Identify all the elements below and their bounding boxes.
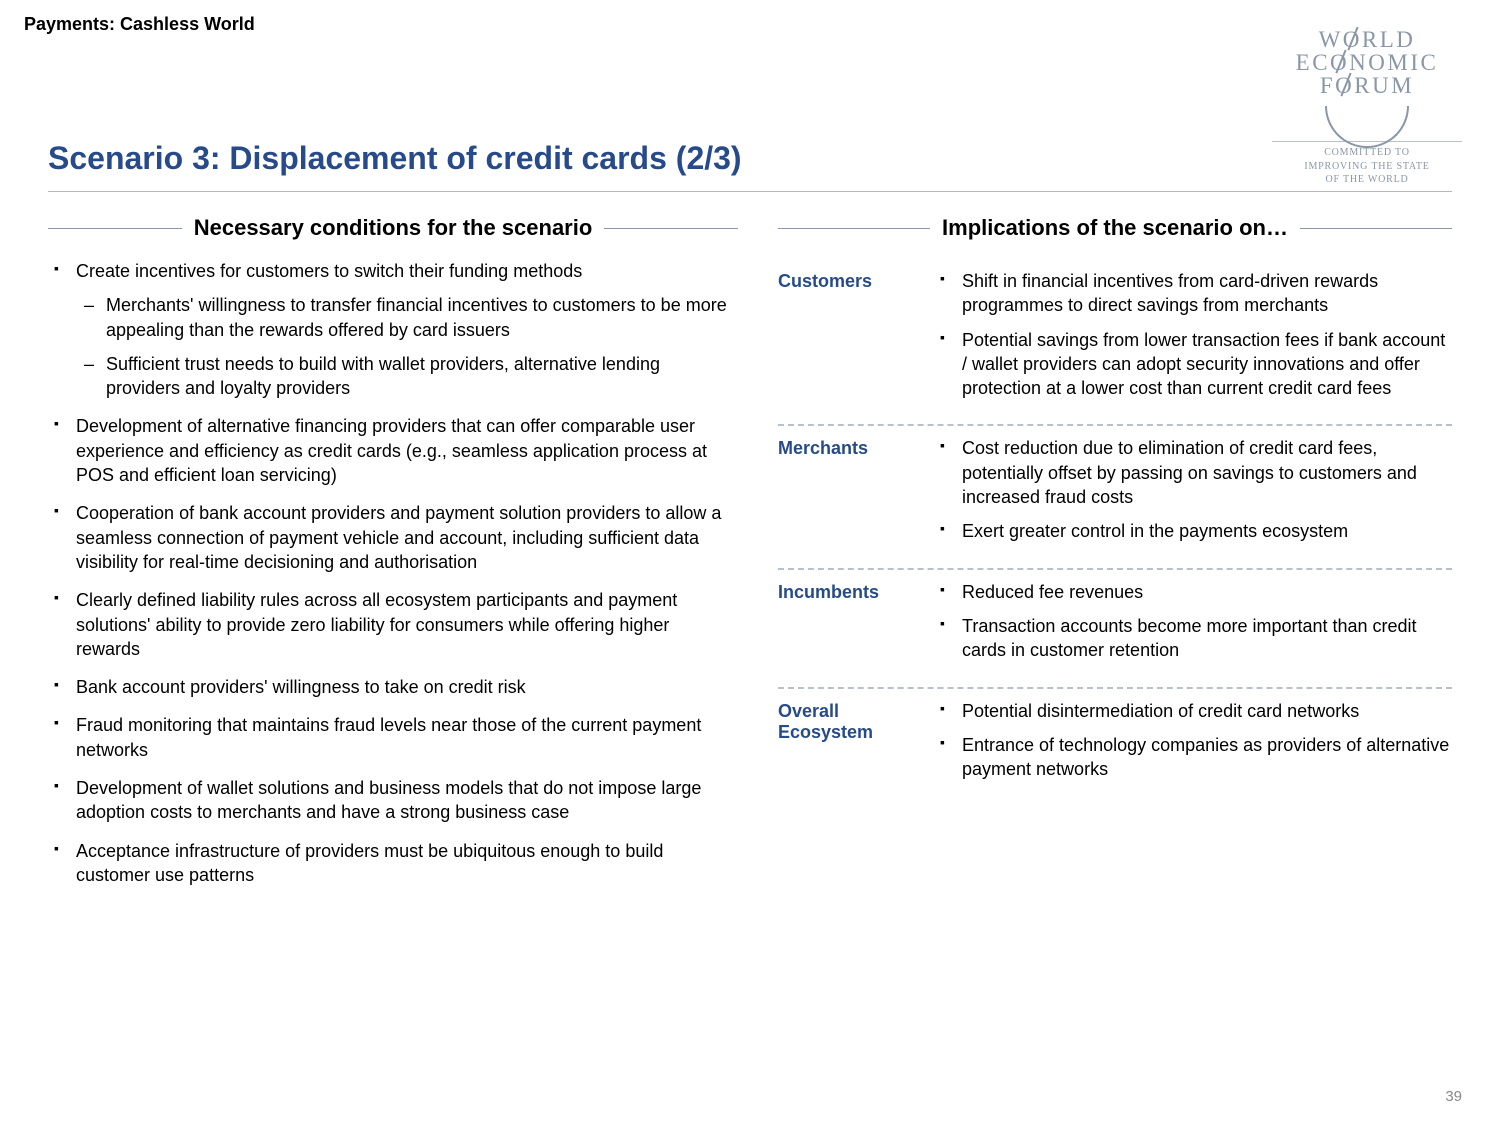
header-rule-right — [1300, 228, 1452, 229]
group-body: Reduced fee revenues Transaction account… — [934, 580, 1452, 673]
header-rule-left — [778, 228, 930, 229]
group-label: Overall Ecosystem — [778, 699, 918, 792]
logo-text: WORLD ECONOMIC FORUM — [1262, 28, 1472, 97]
list-item: Cooperation of bank account providers an… — [48, 501, 738, 574]
conditions-list: Create incentives for customers to switc… — [48, 259, 738, 887]
group-body: Shift in financial incentives from card-… — [934, 269, 1452, 410]
list-item: Cost reduction due to elimination of cre… — [934, 436, 1452, 509]
right-column: Implications of the scenario on… Custome… — [778, 215, 1452, 901]
list-item: Reduced fee revenues — [934, 580, 1452, 604]
group-body: Potential disintermediation of credit ca… — [934, 699, 1452, 792]
group-list: Potential disintermediation of credit ca… — [934, 699, 1452, 782]
implication-group-incumbents: Incumbents Reduced fee revenues Transact… — [778, 568, 1452, 687]
list-item: Exert greater control in the payments ec… — [934, 519, 1452, 543]
group-label: Merchants — [778, 436, 918, 553]
group-label: Customers — [778, 269, 918, 410]
sub-list: Merchants' willingness to transfer finan… — [76, 293, 738, 400]
sub-item: Merchants' willingness to transfer finan… — [76, 293, 738, 342]
header-rule-left — [48, 228, 182, 229]
slide-title: Scenario 3: Displacement of credit cards… — [48, 140, 1452, 191]
logo-line-3: FORUM — [1320, 74, 1414, 97]
header-strip: Payments: Cashless World — [24, 14, 255, 35]
implication-group-customers: Customers Shift in financial incentives … — [778, 259, 1452, 424]
sub-item: Sufficient trust needs to build with wal… — [76, 352, 738, 401]
logo-line-2: ECONOMIC — [1262, 51, 1472, 74]
list-item: Fraud monitoring that maintains fraud le… — [48, 713, 738, 762]
slide-title-area: Scenario 3: Displacement of credit cards… — [48, 140, 1452, 192]
left-header-text: Necessary conditions for the scenario — [194, 215, 593, 241]
list-item: Transaction accounts become more importa… — [934, 614, 1452, 663]
item-text: Create incentives for customers to switc… — [76, 261, 582, 281]
group-list: Reduced fee revenues Transaction account… — [934, 580, 1452, 663]
page-number: 39 — [1445, 1088, 1462, 1105]
left-column: Necessary conditions for the scenario Cr… — [48, 215, 738, 901]
implication-group-merchants: Merchants Cost reduction due to eliminat… — [778, 424, 1452, 567]
left-section-header: Necessary conditions for the scenario — [48, 215, 738, 241]
list-item: Acceptance infrastructure of providers m… — [48, 839, 738, 888]
header-rule-right — [604, 228, 738, 229]
list-item: Shift in financial incentives from card-… — [934, 269, 1452, 318]
right-header-text: Implications of the scenario on… — [942, 215, 1288, 241]
list-item: Potential savings from lower transaction… — [934, 328, 1452, 401]
group-list: Cost reduction due to elimination of cre… — [934, 436, 1452, 543]
list-item: Create incentives for customers to switc… — [48, 259, 738, 400]
list-item: Potential disintermediation of credit ca… — [934, 699, 1452, 723]
right-section-header: Implications of the scenario on… — [778, 215, 1452, 241]
logo-line-1: WORLD — [1262, 28, 1472, 51]
group-list: Shift in financial incentives from card-… — [934, 269, 1452, 400]
group-label: Incumbents — [778, 580, 918, 673]
group-body: Cost reduction due to elimination of cre… — [934, 436, 1452, 553]
list-item: Entrance of technology companies as prov… — [934, 733, 1452, 782]
list-item: Development of alternative financing pro… — [48, 414, 738, 487]
list-item: Development of wallet solutions and busi… — [48, 776, 738, 825]
title-rule — [48, 191, 1452, 192]
implication-group-ecosystem: Overall Ecosystem Potential disintermedi… — [778, 687, 1452, 806]
list-item: Bank account providers' willingness to t… — [48, 675, 738, 699]
list-item: Clearly defined liability rules across a… — [48, 588, 738, 661]
content-columns: Necessary conditions for the scenario Cr… — [48, 215, 1452, 901]
